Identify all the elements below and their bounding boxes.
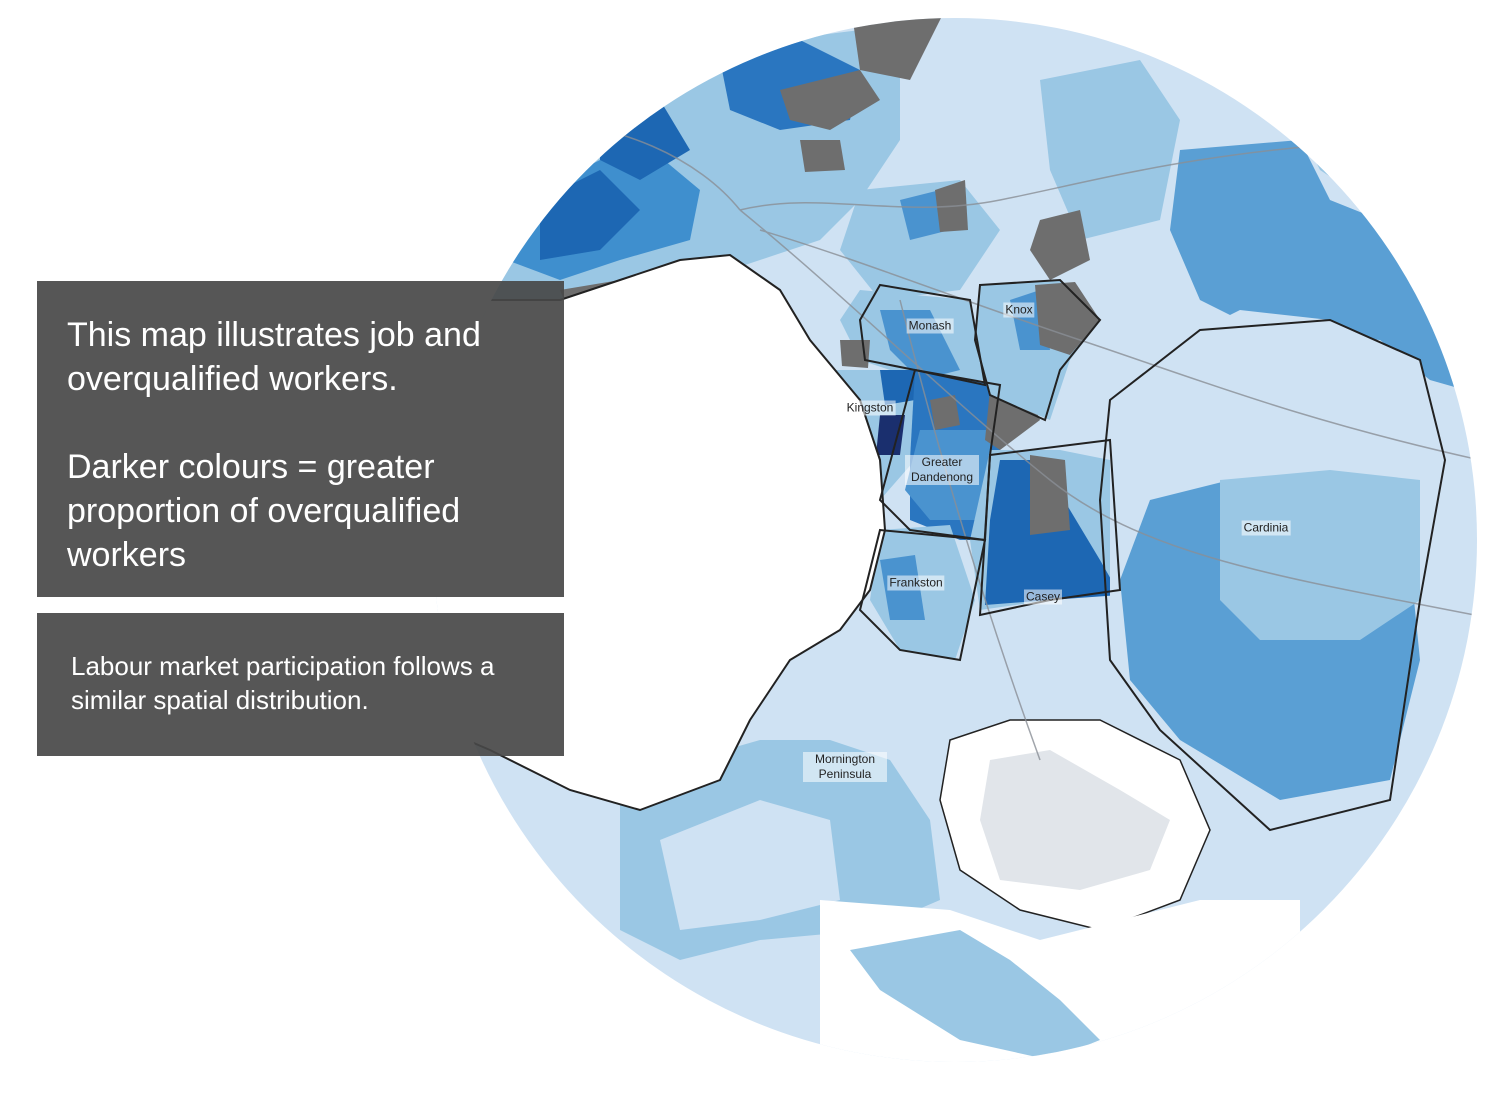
map-regions xyxy=(433,18,1477,1062)
legend-note: Darker colours = greater proportion of o… xyxy=(67,448,461,574)
footnote-box: Labour market participation follows a si… xyxy=(37,613,564,756)
intro-box: This map illustrates job and overqualifi… xyxy=(37,281,564,597)
region-label: Cardinia xyxy=(1241,520,1291,536)
region-label: Mornington Peninsula xyxy=(803,752,887,782)
footnote: Labour market participation follows a si… xyxy=(71,651,495,715)
region-label: Greater Dandenong xyxy=(905,455,979,485)
region-label: Casey xyxy=(1023,589,1063,605)
region-label: Kingston xyxy=(844,400,896,416)
region-label: Frankston xyxy=(887,575,945,591)
region-label: Monash xyxy=(906,318,954,334)
region-label: Knox xyxy=(1003,302,1035,318)
heading: This map illustrates job and overqualifi… xyxy=(67,316,481,398)
